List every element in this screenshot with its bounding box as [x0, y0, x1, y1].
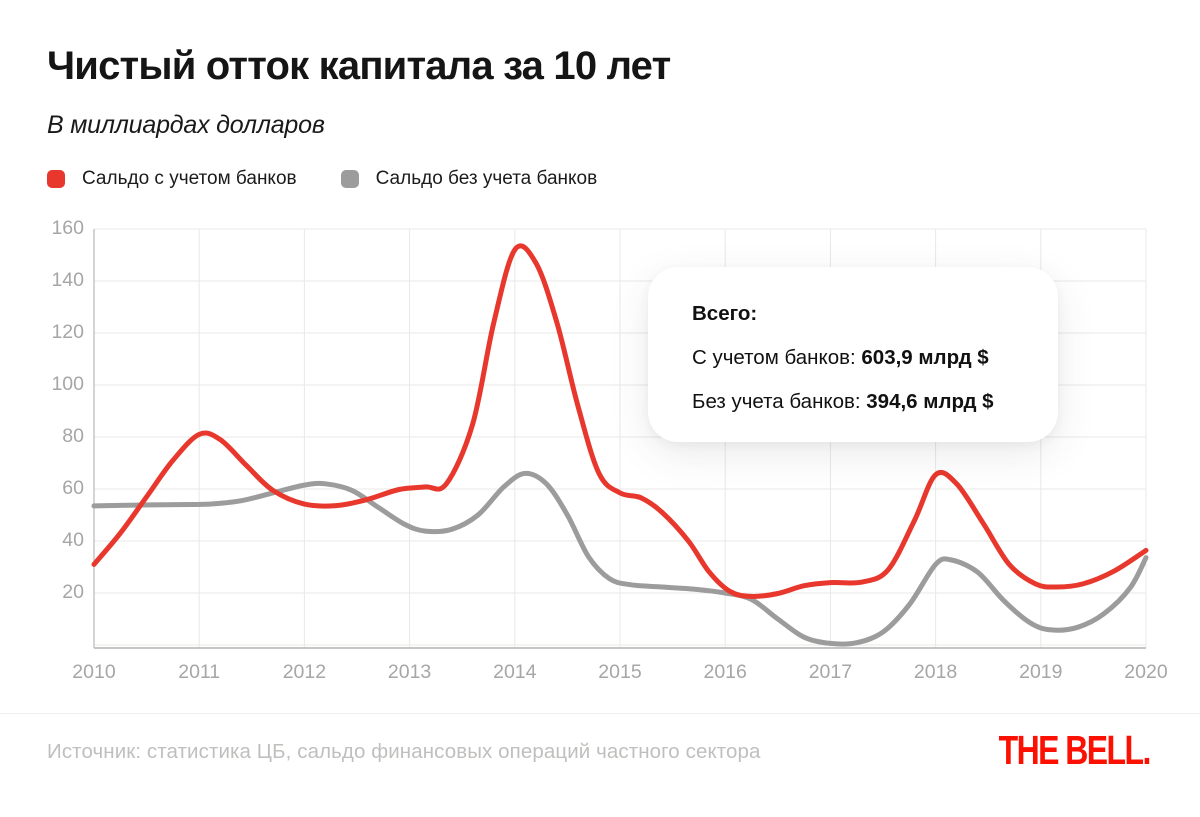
y-tick-label: 80: [62, 425, 84, 447]
y-tick-label: 160: [51, 217, 84, 239]
x-tick-label: 2011: [178, 661, 221, 683]
y-tick-label: 100: [51, 373, 84, 395]
x-tick-label: 2016: [703, 661, 747, 683]
x-tick-label: 2014: [493, 661, 537, 683]
y-tick-label: 120: [51, 321, 84, 343]
legend-item-without-banks: Сальдо без учета банков: [340, 168, 598, 190]
source-note: Источник: статистика ЦБ, сальдо финансов…: [47, 740, 761, 763]
x-tick-label: 2020: [1124, 661, 1168, 683]
page-subtitle: В миллиардах долларов: [47, 111, 325, 139]
page-title: Чистый отток капитала за 10 лет: [47, 44, 671, 88]
x-tick-label: 2015: [598, 661, 642, 683]
tooltip-heading: Всего:: [692, 302, 758, 325]
y-tick-label: 40: [62, 529, 84, 551]
series-line-with-banks: [91, 243, 1149, 599]
tooltip-row-with-banks: С учетом банков: 603,9 млрд $: [692, 346, 1014, 370]
legend-label-without-banks: Сальдо без учета банков: [375, 168, 598, 189]
x-tick-label: 2018: [913, 661, 958, 683]
y-tick-label: 20: [62, 581, 84, 603]
legend-item-with-banks: Сальдо с учетом банков: [47, 168, 297, 190]
x-tick-label: 2017: [808, 661, 853, 683]
the-bell-logo: THE BELL.: [998, 727, 1152, 773]
legend: Сальдо с учетом банков Сальдо без учета …: [47, 168, 597, 190]
tooltip-row-value: 603,9 млрд $: [861, 346, 989, 369]
legend-swatch-without-banks: [340, 170, 359, 188]
x-tick-label: 2013: [387, 661, 432, 683]
footer-divider: [0, 713, 1200, 714]
x-tick-label: 2012: [282, 661, 327, 683]
tooltip-row-label: Без учета банков:: [692, 390, 867, 413]
x-tick-label: 2019: [1019, 661, 1063, 683]
legend-label-with-banks: Сальдо с учетом банков: [82, 168, 297, 189]
series-line-without-banks: [91, 470, 1149, 647]
totals-tooltip: Всего: С учетом банков: 603,9 млрд $ Без…: [648, 267, 1058, 442]
legend-swatch-with-banks: [47, 170, 65, 188]
tooltip-row-value: 394,6 млрд $: [866, 390, 994, 413]
x-tick-label: 2010: [72, 661, 116, 683]
y-tick-label: 140: [51, 269, 84, 291]
y-tick-label: 60: [62, 477, 84, 499]
tooltip-row-without-banks: Без учета банков: 394,6 млрд $: [692, 390, 1014, 414]
tooltip-row-label: С учетом банков:: [692, 346, 862, 369]
